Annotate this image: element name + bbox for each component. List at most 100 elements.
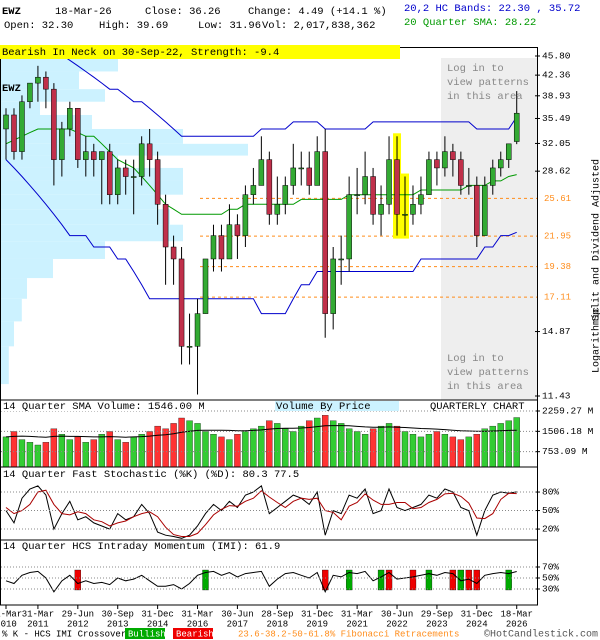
panel-title: 14 Quarter HCS Intraday Momentum (IMI): … <box>3 541 280 553</box>
volume-bar <box>513 417 520 467</box>
volume-bar <box>218 436 225 467</box>
volume-by-price-bar <box>1 298 22 322</box>
candle-body <box>362 176 368 195</box>
open: Open: 32.30 <box>4 20 73 32</box>
pattern-label: Bearish In Neck on 30-Sep-22, Strength: … <box>2 47 279 59</box>
volume-bar <box>401 431 409 467</box>
volume-bar <box>393 425 401 467</box>
candle-body <box>482 185 488 236</box>
high: High: 39.69 <box>99 20 168 32</box>
volume-bar <box>306 420 313 467</box>
pattern-box <box>0 45 400 59</box>
volume-bar <box>42 442 50 467</box>
candle-body <box>162 204 169 248</box>
bearish-crossover <box>385 569 393 591</box>
x-tick-label: 2013 <box>107 619 129 629</box>
candle-body <box>505 143 512 160</box>
title-bg <box>1 401 201 411</box>
x-tick-label: 30-Jun <box>381 609 413 619</box>
bullish-label: Bullish <box>128 629 166 639</box>
bearish-crossover <box>473 569 480 591</box>
candle-body <box>91 151 97 160</box>
volume-by-price-bar <box>1 155 118 168</box>
fib-label: 19.38 <box>544 262 571 272</box>
x-tick-label: 31-Mar <box>341 609 373 619</box>
bullish-crossover <box>425 569 433 591</box>
period-label: QUARTERLY CHART <box>430 401 525 413</box>
panel-title: 14 Quarter SMA Volume: 1546.00 M <box>3 401 205 413</box>
volume-by-price-bar <box>1 167 183 181</box>
fib-label: 23.6-38.2-50-61.8% Fibonacci Retracement… <box>238 629 459 639</box>
x-tick-label: 31-Mar <box>22 609 54 619</box>
volume-by-price-bar <box>1 321 14 347</box>
change: Change: 4.49 (+14.1 %) <box>248 6 387 18</box>
vbp-label: Volume By Price <box>276 401 371 413</box>
volume-bar <box>505 420 512 467</box>
volume-bar <box>138 434 145 467</box>
volume-bar <box>330 420 337 467</box>
x-tick-label: 31-Mar <box>0 609 22 619</box>
candle-body <box>282 185 289 205</box>
candle-body <box>194 313 201 347</box>
y-tick-label: 1506.18 M <box>542 426 594 437</box>
volume-bar <box>170 423 177 467</box>
y-tick-label: 20% <box>542 524 559 535</box>
indicator-line <box>5 489 517 537</box>
x-tick-label: 29-Sep <box>421 609 453 619</box>
candle-body <box>234 224 241 236</box>
volume-bar <box>186 420 193 467</box>
candle-body <box>434 159 440 169</box>
low: Low: 31.96 <box>198 20 261 32</box>
candle-body <box>154 159 161 205</box>
bullish-box <box>125 628 165 639</box>
candle-body <box>250 185 257 195</box>
y-tick-label: 50% <box>542 505 559 516</box>
candle-body <box>114 167 121 195</box>
volume-bar <box>282 428 289 467</box>
candle-body <box>138 143 145 177</box>
y-tick-label: 11.43 <box>542 391 571 402</box>
candle-body <box>418 194 424 205</box>
x-tick-label: 30-Sep <box>102 609 134 619</box>
x-tick-label: 2021 <box>346 619 368 629</box>
candle-body <box>59 128 65 160</box>
volume-bar <box>425 434 433 467</box>
volume-bar <box>154 425 161 467</box>
y-tick-label: 30% <box>542 584 559 595</box>
sma-info: 20 Quarter SMA: 28.22 <box>404 17 536 29</box>
volume-bar <box>497 423 504 467</box>
volume-bar <box>146 431 153 467</box>
bullish-crossover <box>345 569 353 591</box>
bearish-crossover <box>449 569 457 591</box>
candle-body <box>226 224 233 260</box>
volume-by-price-bar <box>1 346 9 385</box>
volume-by-price-bar <box>1 143 248 156</box>
volume-sma <box>5 425 517 438</box>
volume-by-price-bar <box>1 224 183 242</box>
candle-body <box>3 114 9 130</box>
volume-bar <box>377 425 385 467</box>
bullish-crossover <box>377 569 385 591</box>
login-note: view patterns <box>447 367 529 379</box>
x-tick-label: 2019 <box>306 619 328 629</box>
volume-bar <box>122 442 129 467</box>
symbol-inline: EWZ <box>2 83 21 95</box>
indicator-line <box>5 485 517 539</box>
candle-body <box>35 76 41 84</box>
y-tick-label: 45.80 <box>542 51 571 62</box>
x-tick-label: 18-Mar <box>501 609 533 619</box>
x-tick-label: 29-Jun <box>62 609 94 619</box>
volume-bar <box>258 425 265 467</box>
credit: ©HotCandlestick.com <box>484 629 598 640</box>
candle-body <box>458 159 464 186</box>
volume-bar <box>417 436 425 467</box>
volume-bar <box>66 439 73 467</box>
x-tick-label: 28-Sep <box>261 609 293 619</box>
candle-body <box>19 101 25 152</box>
volume-bar <box>481 428 488 467</box>
y-tick-label: 42.36 <box>542 70 571 81</box>
candle-body <box>83 151 89 160</box>
x-tick-label: 30-Jun <box>221 609 253 619</box>
y-tick-label: 14.87 <box>542 326 571 337</box>
y-tick-label: 70% <box>542 562 559 573</box>
